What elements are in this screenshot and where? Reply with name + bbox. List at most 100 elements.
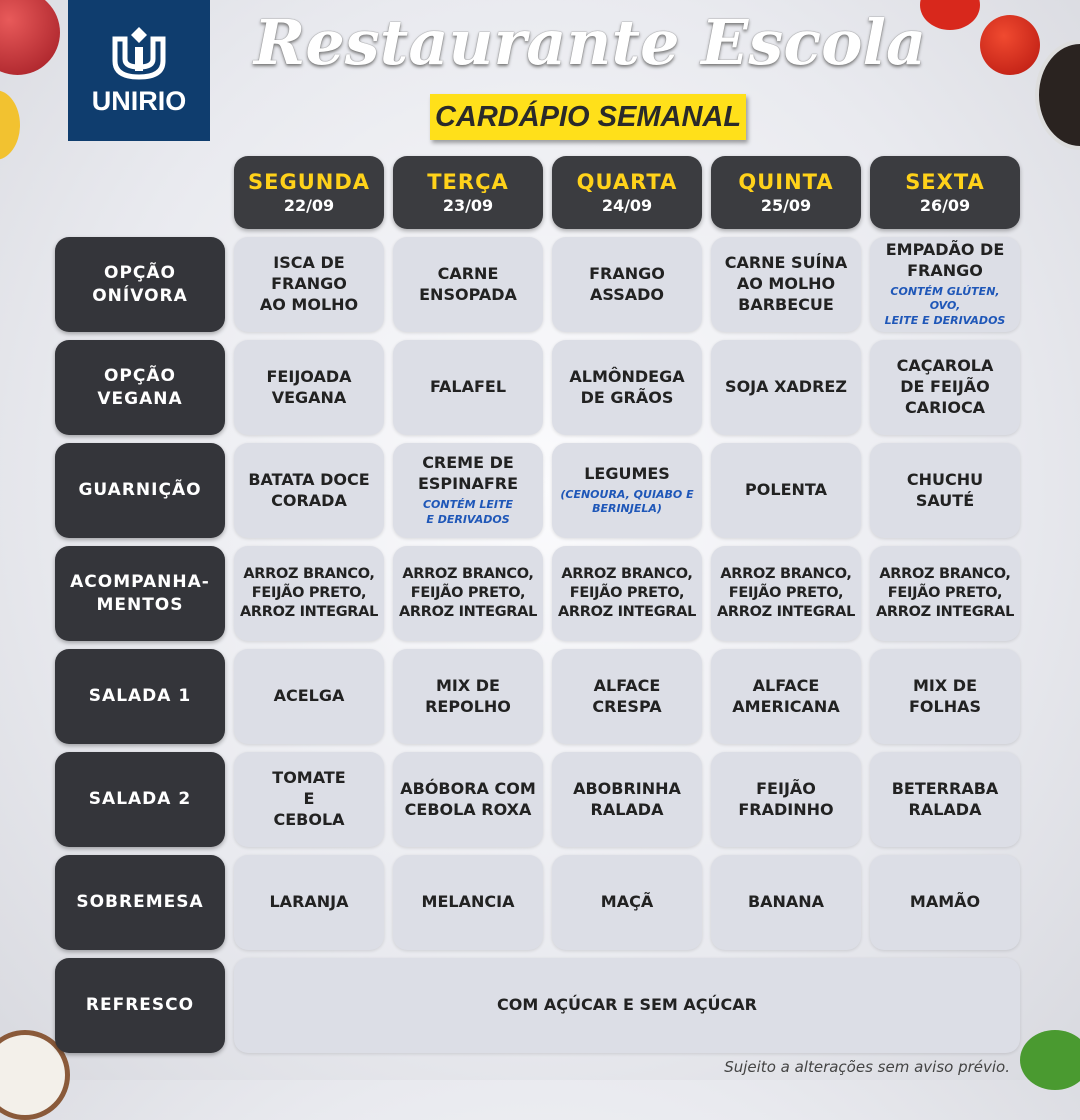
menu-cell: MAÇÃ	[552, 855, 702, 950]
dish-name: FRANGO ASSADO	[589, 263, 665, 304]
dish-name: MIX DE FOLHAS	[908, 675, 982, 716]
day-header: TERÇA 23/09	[393, 156, 543, 229]
day-date: 23/09	[442, 196, 494, 215]
day-header: QUINTA 25/09	[711, 156, 861, 229]
menu-cell: CARNE ENSOPADA	[393, 237, 543, 332]
day-date: 22/09	[283, 196, 335, 215]
page-subtitle: CARDÁPIO SEMANAL	[430, 94, 746, 140]
dish-name: BANANA	[747, 892, 825, 912]
menu-cell: ARROZ BRANCO, FEIJÃO PRETO, ARROZ INTEGR…	[234, 546, 384, 641]
menu-cell: BETERRABA RALADA	[870, 752, 1020, 847]
dish-name: MIX DE REPOLHO	[425, 675, 511, 716]
day-header: SEGUNDA 22/09	[234, 156, 384, 229]
allergen-note: CONTÉM LEITE E DERIVADOS	[422, 497, 514, 526]
menu-cell: CHUCHU SAUTÉ	[870, 443, 1020, 538]
day-date: 24/09	[601, 196, 653, 215]
day-name: QUINTA	[738, 170, 834, 194]
dish-name: ARROZ BRANCO, FEIJÃO PRETO, ARROZ INTEGR…	[398, 566, 538, 620]
tomato-decoration	[980, 15, 1040, 75]
menu-cell: EMPADÃO DE FRANGO CONTÉM GLÚTEN, OVO, LEI…	[870, 237, 1020, 332]
row-label: OPÇÃO VEGANA	[55, 340, 225, 435]
menu-cell: ALMÔNDEGA DE GRÃOS	[552, 340, 702, 435]
menu-cell: MIX DE REPOLHO	[393, 649, 543, 744]
dish-name: LARANJA	[269, 892, 349, 912]
day-name: SEXTA	[905, 170, 985, 194]
logo-text: UNIRIO	[91, 85, 187, 116]
menu-cell: ARROZ BRANCO, FEIJÃO PRETO, ARROZ INTEGR…	[711, 546, 861, 641]
day-date: 25/09	[760, 196, 812, 215]
row-label: OPÇÃO ONÍVORA	[55, 237, 225, 332]
dish-name: SOJA XADREZ	[725, 377, 847, 397]
allergen-note: CONTÉM GLÚTEN, OVO, LEITE E DERIVADOS	[884, 284, 1006, 328]
day-date: 26/09	[919, 196, 971, 215]
row-label: SOBREMESA	[55, 855, 225, 950]
day-header: QUARTA 24/09	[552, 156, 702, 229]
menu-cell: ARROZ BRANCO, FEIJÃO PRETO, ARROZ INTEGR…	[870, 546, 1020, 641]
menu-cell: ABÓBORA COM CEBOLA ROXA	[393, 752, 543, 847]
pepper-bowl-decoration	[1035, 40, 1080, 150]
menu-cell: MIX DE FOLHAS	[870, 649, 1020, 744]
dish-name: ARROZ BRANCO, FEIJÃO PRETO, ARROZ INTEGR…	[239, 566, 379, 620]
menu-cell: LEGUMES (CENOURA, QUIABO E BERINJELA)	[552, 443, 702, 538]
dish-name: CARNE ENSOPADA	[419, 263, 517, 304]
menu-cell: FALAFEL	[393, 340, 543, 435]
day-name: QUARTA	[576, 170, 678, 194]
dish-name: CREME DE ESPINAFRE	[417, 453, 519, 494]
menu-cell: CREME DE ESPINAFRE CONTÉM LEITE E DERIVAD…	[393, 443, 543, 538]
page-title: Restaurante Escola	[253, 6, 927, 79]
menu-cell: MELANCIA	[393, 855, 543, 950]
dish-name: FEIJOADA VEGANA	[266, 366, 352, 407]
dish-name: MELANCIA	[421, 892, 515, 912]
dish-name: FALAFEL	[429, 377, 507, 397]
unirio-emblem-icon	[112, 26, 166, 80]
menu-cell: LARANJA	[234, 855, 384, 950]
menu-cell: BATATA DOCE CORADA	[234, 443, 384, 538]
lemon-decoration	[0, 90, 20, 160]
day-name: SEGUNDA	[247, 170, 371, 194]
dish-name: ALFACE AMERICANA	[732, 675, 840, 716]
menu-cell: MAMÃO	[870, 855, 1020, 950]
corner-spacer	[55, 156, 225, 229]
dish-name: FEIJÃO FRADINHO	[738, 778, 834, 819]
dish-name: MAMÃO	[909, 892, 981, 912]
row-label: GUARNIÇÃO	[55, 443, 225, 538]
dish-name: ALFACE CRESPA	[592, 675, 662, 716]
dish-name: ARROZ BRANCO, FEIJÃO PRETO, ARROZ INTEGR…	[875, 566, 1015, 620]
menu-grid: SEGUNDA 22/09 TERÇA 23/09 QUARTA 24/09 QUINTA 2…	[55, 156, 1020, 1053]
row-label: SALADA 2	[55, 752, 225, 847]
menu-cell: FEIJÃO FRADINHO	[711, 752, 861, 847]
dish-name: ACELGA	[273, 686, 345, 706]
basil-decoration	[1020, 1030, 1080, 1090]
footer-disclaimer: Sujeito a alterações sem aviso prévio.	[724, 1058, 1010, 1076]
menu-cell: CAÇAROLA DE FEIJÃO CARIOCA	[870, 340, 1020, 435]
menu-cell: ISCA DE FRANGO AO MOLHO	[234, 237, 384, 332]
menu-cell: ACELGA	[234, 649, 384, 744]
row-label: ACOMPANHA- MENTOS	[55, 546, 225, 641]
dish-name: CARNE SUÍNA AO MOLHO BARBECUE	[724, 253, 848, 314]
allergen-note: (CENOURA, QUIABO E BERINJELA)	[560, 487, 694, 516]
dish-name: CHUCHU SAUTÉ	[906, 469, 984, 510]
dish-name: BATATA DOCE CORADA	[248, 469, 370, 510]
menu-cell: COM AÇÚCAR E SEM AÇÚCAR	[234, 958, 1020, 1053]
dish-name: ARROZ BRANCO, FEIJÃO PRETO, ARROZ INTEGR…	[557, 566, 697, 620]
dish-name: ISCA DE FRANGO AO MOLHO	[259, 253, 359, 314]
dish-name: CAÇAROLA DE FEIJÃO CARIOCA	[896, 356, 994, 417]
menu-cell: POLENTA	[711, 443, 861, 538]
menu-cell: SOJA XADREZ	[711, 340, 861, 435]
menu-cell: FEIJOADA VEGANA	[234, 340, 384, 435]
dish-name: ABÓBORA COM CEBOLA ROXA	[400, 778, 536, 819]
dish-name: EMPADÃO DE FRANGO	[885, 239, 1005, 280]
menu-cell: ABOBRINHA RALADA	[552, 752, 702, 847]
unirio-logo: UNIRIO	[68, 0, 210, 141]
menu-cell: ALFACE CRESPA	[552, 649, 702, 744]
dish-name: TOMATE E CEBOLA	[272, 768, 346, 829]
row-label: SALADA 1	[55, 649, 225, 744]
dish-name: ALMÔNDEGA DE GRÃOS	[569, 366, 685, 407]
menu-cell: FRANGO ASSADO	[552, 237, 702, 332]
dish-name: BETERRABA RALADA	[891, 778, 999, 819]
dish-name: POLENTA	[745, 480, 827, 500]
dish-name: ABOBRINHA RALADA	[573, 778, 681, 819]
menu-cell: TOMATE E CEBOLA	[234, 752, 384, 847]
menu-cell: BANANA	[711, 855, 861, 950]
apple-decoration	[0, 0, 60, 75]
